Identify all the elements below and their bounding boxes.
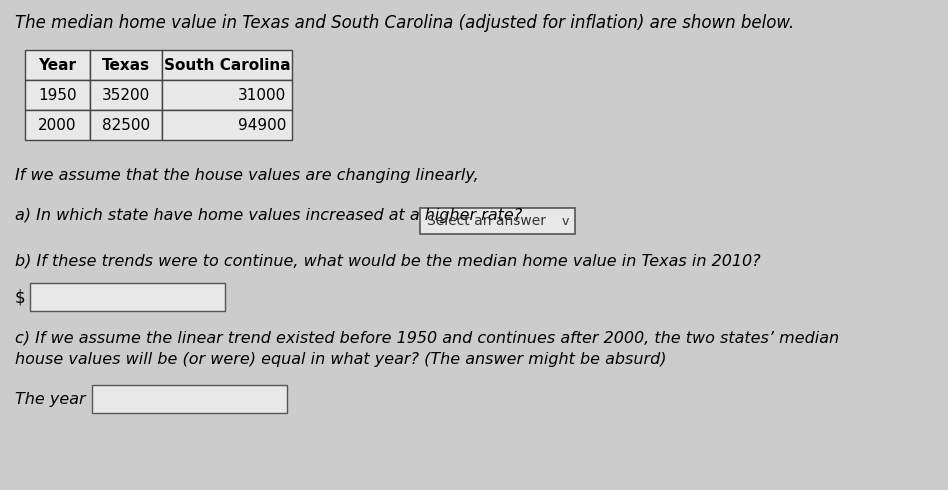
Bar: [25, 80, 90, 110]
Text: 94900: 94900: [238, 118, 286, 132]
Text: c) If we assume the linear trend existed before 1950 and continues after 2000, t: c) If we assume the linear trend existed…: [15, 330, 839, 345]
Text: 35200: 35200: [101, 88, 150, 102]
Text: South Carolina: South Carolina: [164, 57, 290, 73]
Text: b) If these trends were to continue, what would be the median home value in Texa: b) If these trends were to continue, wha…: [15, 253, 760, 268]
Text: The median home value in Texas and South Carolina (adjusted for inflation) are s: The median home value in Texas and South…: [15, 14, 794, 32]
Bar: [420, 208, 575, 234]
Text: If we assume that the house values are changing linearly,: If we assume that the house values are c…: [15, 168, 479, 183]
Bar: [30, 283, 225, 311]
Text: 1950: 1950: [38, 88, 77, 102]
Text: 31000: 31000: [238, 88, 286, 102]
Text: v: v: [561, 215, 569, 227]
Bar: [90, 50, 162, 80]
Bar: [162, 110, 292, 140]
Bar: [162, 80, 292, 110]
Text: house values will be (or were) equal in what year? (The answer might be absurd): house values will be (or were) equal in …: [15, 352, 666, 367]
Text: 82500: 82500: [102, 118, 150, 132]
Bar: [90, 80, 162, 110]
Text: Select an answer: Select an answer: [427, 214, 546, 228]
Text: a) In which state have home values increased at a higher rate?: a) In which state have home values incre…: [15, 208, 522, 223]
Bar: [162, 50, 292, 80]
Text: Year: Year: [39, 57, 77, 73]
Text: $: $: [15, 288, 26, 306]
Bar: [90, 110, 162, 140]
Bar: [25, 50, 90, 80]
Bar: [92, 385, 287, 413]
Text: 2000: 2000: [38, 118, 77, 132]
Text: Texas: Texas: [102, 57, 150, 73]
Bar: [25, 110, 90, 140]
Text: The year: The year: [15, 392, 85, 407]
